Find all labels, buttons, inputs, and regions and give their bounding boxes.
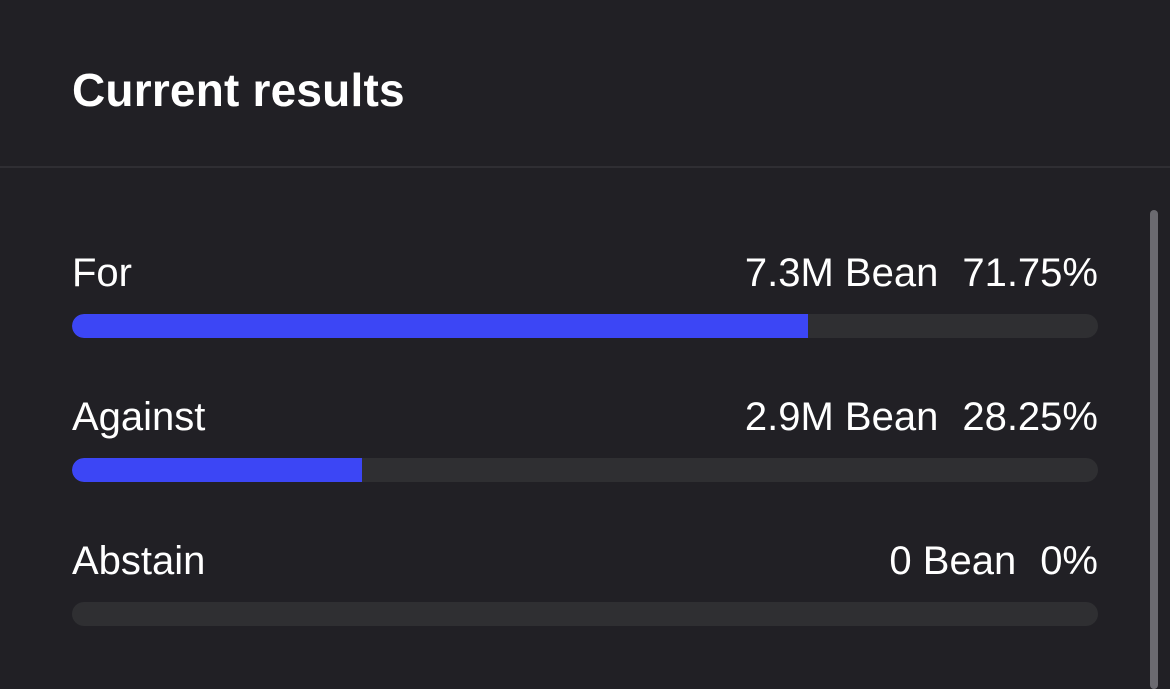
progress-bar-fill: [72, 314, 809, 338]
result-percent: 28.25%: [962, 395, 1098, 439]
results-list: For 7.3M Bean 71.75% Against 2.9M Bean 28.…: [72, 248, 1098, 680]
progress-bar-track: [72, 314, 1098, 338]
panel-title: Current results: [72, 64, 405, 116]
result-label: Against: [72, 395, 206, 439]
result-percent: 0%: [1040, 539, 1098, 583]
result-amount: 0 Bean: [889, 539, 1017, 583]
progress-bar-fill: [72, 458, 362, 482]
progress-bar-track: [72, 458, 1098, 482]
result-label: Abstain: [72, 539, 206, 583]
result-row-for: For 7.3M Bean 71.75%: [72, 248, 1098, 392]
result-amount: 7.3M Bean: [744, 251, 939, 295]
panel-header: Current results: [0, 0, 1170, 168]
progress-bar-track: [72, 602, 1098, 626]
result-amount: 2.9M Bean: [744, 395, 939, 439]
result-row-against: Against 2.9M Bean 28.25%: [72, 392, 1098, 536]
result-row-abstain: Abstain 0 Bean 0%: [72, 536, 1098, 680]
result-label: For: [72, 251, 132, 295]
vertical-scrollbar[interactable]: [1150, 210, 1158, 689]
result-percent: 71.75%: [962, 251, 1098, 295]
